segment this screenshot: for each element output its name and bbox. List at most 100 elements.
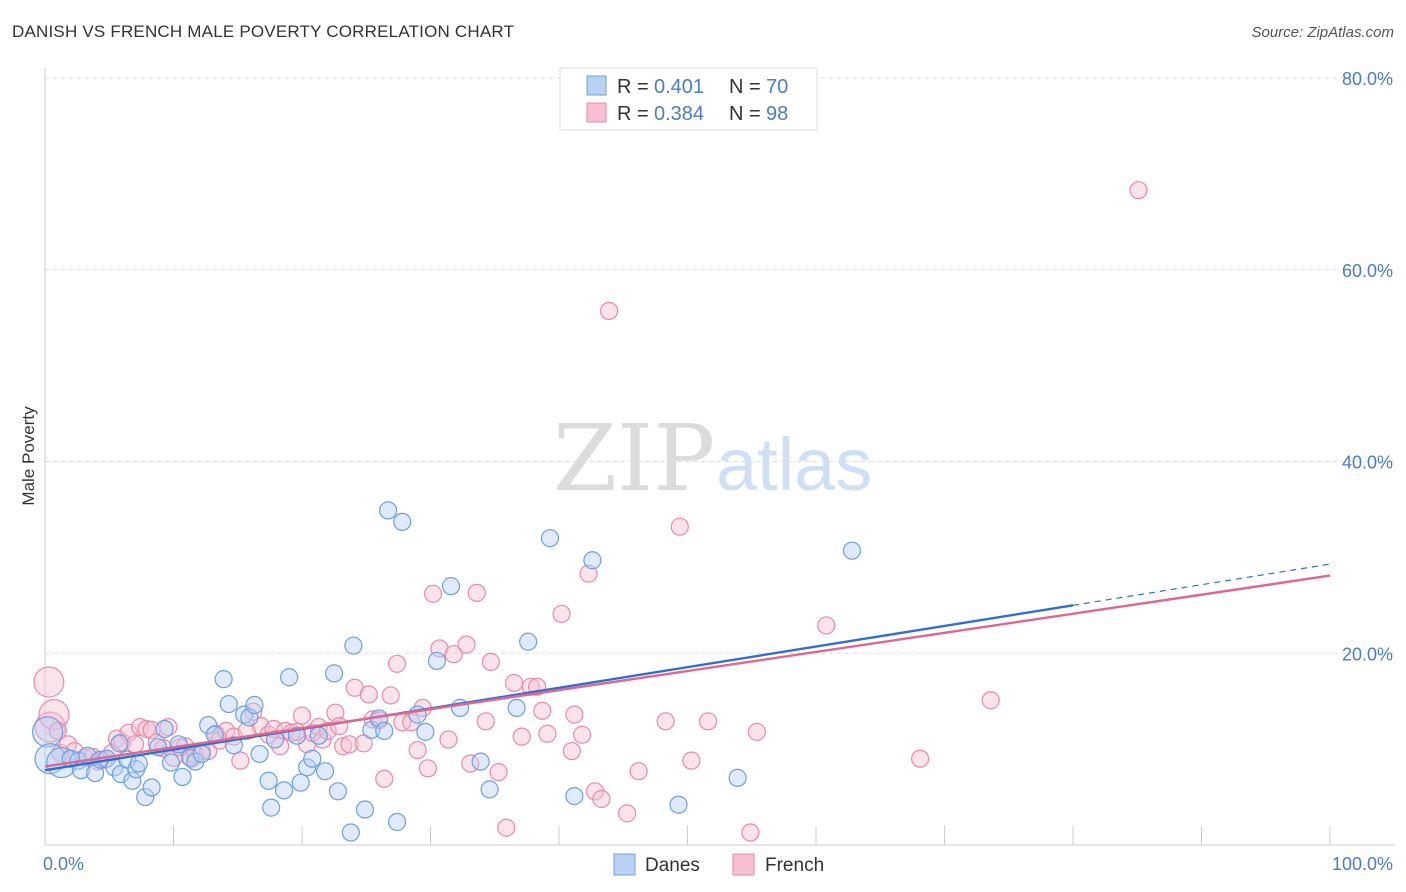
danes-point: [842, 541, 862, 560]
legend-french-n-label: N =: [729, 103, 761, 125]
french-point: [418, 759, 438, 778]
french-point: [423, 584, 443, 603]
danes-point: [309, 726, 328, 745]
danes-point: [110, 734, 129, 753]
french-point: [340, 735, 359, 754]
danes-point: [583, 551, 602, 570]
danes-points: [31, 501, 862, 842]
french-point: [125, 735, 145, 754]
french-point: [439, 730, 458, 749]
danes-point: [669, 795, 688, 814]
legend-french-swatch: [586, 102, 607, 123]
danes-point: [199, 716, 218, 735]
danes-point: [214, 670, 233, 689]
danes-point: [344, 636, 363, 655]
danes-point: [161, 753, 181, 772]
watermark: ZIP atlas: [553, 405, 872, 512]
trend-lines: [44, 563, 1331, 772]
legend-french-r-value: 0.384: [654, 103, 704, 125]
y-axis-title: Male Poverty: [19, 406, 38, 506]
french-point: [698, 712, 718, 731]
french-point: [59, 735, 78, 754]
french-point: [579, 564, 598, 583]
series-legend: Danes French: [613, 853, 824, 876]
french-point: [512, 727, 531, 746]
french-point: [381, 686, 400, 705]
danes-trend-line: [44, 604, 1074, 772]
french-point: [741, 823, 760, 842]
danes-point: [34, 743, 66, 775]
danes-point: [316, 762, 335, 781]
y-tick-label-20: 20.0%: [1342, 644, 1393, 664]
bottom-legend-danes-swatch: [613, 853, 636, 876]
y-tick-label-80: 80.0%: [1342, 69, 1393, 89]
french-point: [497, 818, 516, 837]
danes-point: [325, 664, 344, 683]
danes-point: [245, 695, 264, 715]
legend-danes-n-label: N =: [729, 76, 761, 98]
french-point: [573, 725, 592, 744]
danes-point: [298, 758, 317, 777]
danes-point: [173, 767, 192, 787]
french-point: [130, 717, 150, 737]
source-label: Source: ZipAtlas.com: [1251, 24, 1394, 41]
french-point: [489, 763, 508, 782]
french-point: [538, 724, 557, 743]
danes-point: [259, 771, 278, 790]
french-point: [476, 712, 495, 731]
danes-point: [280, 668, 299, 687]
danes-point: [355, 800, 375, 819]
french-point: [565, 705, 584, 724]
legend-danes-swatch: [586, 75, 607, 96]
danes-point: [565, 787, 584, 806]
french-point: [552, 604, 571, 624]
french-point: [326, 703, 345, 722]
correlation-legend: R = 0.401 N = 70 R = 0.384 N = 98: [559, 67, 818, 131]
bottom-legend-french-label: French: [765, 855, 824, 876]
danes-point: [507, 698, 526, 717]
french-point: [682, 751, 701, 770]
french-point: [618, 804, 637, 823]
french-point: [119, 723, 138, 742]
french-point: [562, 741, 581, 761]
danes-point: [86, 763, 105, 783]
danes-point: [480, 780, 499, 799]
french-point: [359, 685, 378, 704]
x-tick-label-0: 0.0%: [43, 854, 84, 874]
x-tick-label-100: 100.0%: [1332, 854, 1393, 874]
danes-point: [219, 694, 238, 714]
french-trend-line: [44, 574, 1331, 768]
french-point: [656, 712, 675, 731]
danes-point: [142, 778, 161, 797]
danes-point: [341, 823, 360, 842]
danes-point: [274, 781, 294, 800]
french-point: [747, 722, 766, 741]
danes-point: [519, 632, 538, 651]
grid-lines: [45, 77, 1395, 654]
watermark-zip: ZIP: [553, 405, 715, 512]
legend-french-r-label: R =: [617, 103, 649, 125]
french-point: [467, 583, 486, 602]
legend-danes-r-value: 0.401: [654, 76, 704, 98]
legend-french-n-value: 98: [766, 103, 788, 125]
danes-point: [471, 752, 490, 771]
french-point: [504, 673, 524, 693]
french-point: [817, 616, 836, 635]
danes-point: [250, 744, 269, 764]
danes-point: [393, 512, 412, 532]
danes-point: [123, 771, 142, 790]
french-point: [375, 769, 394, 788]
danes-point: [136, 787, 155, 807]
french-point: [533, 701, 552, 720]
french-point: [444, 645, 463, 664]
danes-point: [155, 719, 174, 739]
watermark-atlas: atlas: [716, 423, 872, 506]
danes-point: [262, 798, 281, 817]
french-point: [600, 301, 619, 321]
french-point: [33, 666, 65, 698]
french-point: [330, 717, 349, 736]
french-point: [334, 737, 353, 756]
legend-danes-r-label: R =: [617, 76, 649, 98]
danes-point: [375, 721, 394, 741]
